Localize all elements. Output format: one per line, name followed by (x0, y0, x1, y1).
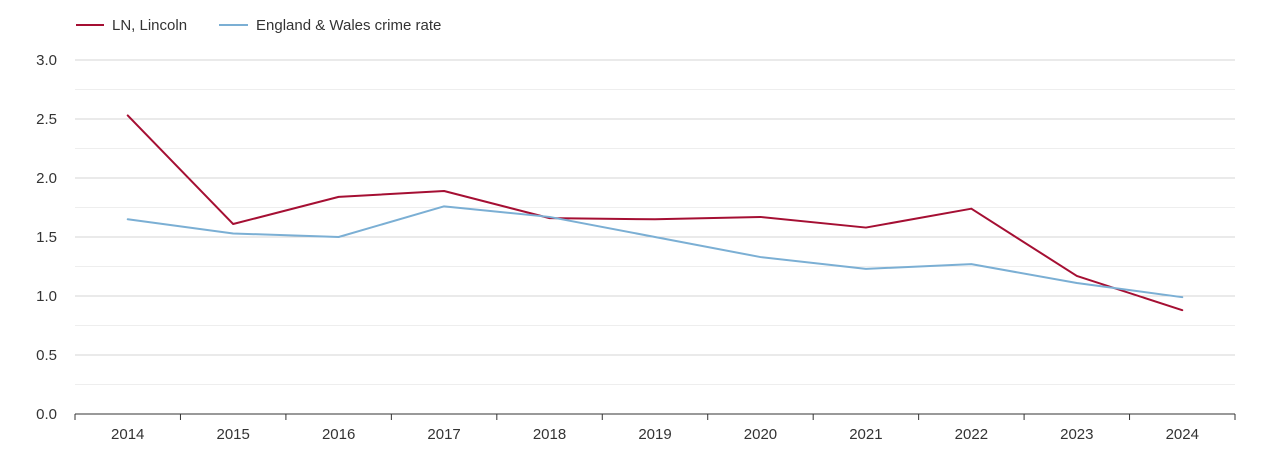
legend-item-england-wales[interactable]: England & Wales crime rate (219, 17, 441, 34)
y-tick-label: 1.5 (36, 229, 57, 246)
legend[interactable]: LN, Lincoln England & Wales crime rate (76, 17, 441, 34)
y-tick-label: 0.5 (36, 347, 57, 364)
y-tick-label: 3.0 (36, 52, 57, 69)
legend-item-lincoln[interactable]: LN, Lincoln (76, 17, 187, 34)
y-tick-label: 2.5 (36, 111, 57, 128)
y-tick-label: 1.0 (36, 288, 57, 305)
series-lines (126, 114, 1184, 312)
legend-label-england-wales: England & Wales crime rate (256, 17, 441, 34)
x-tick-label: 2020 (744, 426, 777, 443)
x-tick-label: 2021 (849, 426, 882, 443)
x-tick-label: 2014 (111, 426, 144, 443)
x-tick-label: 2023 (1060, 426, 1093, 443)
x-tick-label: 2017 (427, 426, 460, 443)
x-tick-label: 2024 (1166, 426, 1199, 443)
y-tick-label: 0.0 (36, 406, 57, 423)
x-tick-label: 2019 (638, 426, 671, 443)
y-tick-label: 2.0 (36, 170, 57, 187)
x-tick-label: 2022 (955, 426, 988, 443)
x-tick-label: 2015 (216, 426, 249, 443)
series-line-england-wales (126, 205, 1184, 299)
x-tick-label: 2016 (322, 426, 355, 443)
series-line-lincoln (126, 114, 1184, 312)
legend-label-lincoln: LN, Lincoln (112, 17, 187, 34)
grid-lines (75, 59, 1235, 385)
x-tick-label: 2018 (533, 426, 566, 443)
axes: 0.0 0.5 1.0 1.5 2.0 2.5 3.0 2014 2015 2016 2017 201… (36, 52, 1236, 443)
